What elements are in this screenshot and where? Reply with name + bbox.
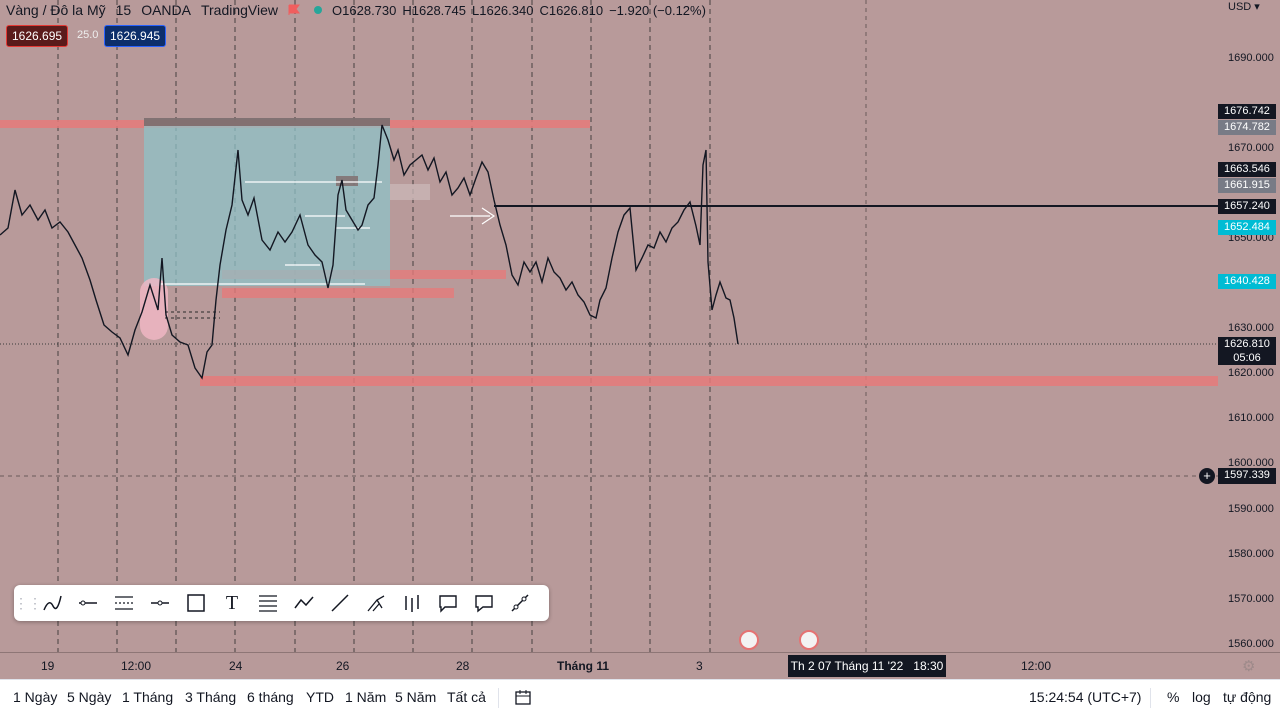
current-price-value: 1626.810 <box>1224 338 1270 350</box>
divider <box>498 688 499 708</box>
crosshair-price-tag: 1597.339 <box>1218 468 1276 484</box>
interval-label[interactable]: 15 <box>115 2 132 18</box>
crosshair-time-tag: Th 2 07 Tháng 11 '22 18:30 <box>788 655 946 677</box>
rectangle-icon[interactable] <box>178 587 214 619</box>
price-tag: 1663.546 <box>1218 162 1276 177</box>
price-axis[interactable]: USD ▾ 1690.000 1670.000 1650.000 1630.00… <box>1218 0 1280 652</box>
range-1m[interactable]: 1 Tháng <box>122 689 174 705</box>
time-label: 26 <box>336 659 350 673</box>
flag-icon[interactable] <box>288 4 301 16</box>
time-label: 12:00 <box>121 659 152 673</box>
bottom-bar: 1 Ngày 5 Ngày 1 Tháng 3 Tháng 6 tháng YT… <box>0 679 1280 716</box>
range-box[interactable] <box>144 118 390 286</box>
vertical-gridlines <box>57 0 711 652</box>
open-value: O1628.730 <box>332 2 397 18</box>
time-axis[interactable]: 19 12:00 24 26 28 Tháng 11 3 12:00 Th 2 … <box>0 652 1280 680</box>
fib-retracement-icon[interactable] <box>250 587 286 619</box>
price-label: 1670.000 <box>1228 142 1274 154</box>
time-label: 19 <box>41 659 55 673</box>
price-label: 1690.000 <box>1228 52 1274 64</box>
horizontal-ray-icon[interactable] <box>70 587 106 619</box>
close-value: C1626.810 <box>539 2 604 18</box>
time-label: 24 <box>229 659 243 673</box>
white-lines <box>160 181 496 285</box>
go-to-date-calendar-icon[interactable] <box>515 689 531 710</box>
support-zone[interactable] <box>200 376 1218 386</box>
us-event-flag-icon-2[interactable] <box>799 630 819 650</box>
price-tag: 1640.428 <box>1218 274 1276 289</box>
dashed-levels <box>165 311 220 319</box>
demand-zone-2[interactable] <box>222 288 454 298</box>
chart-canvas[interactable] <box>0 0 1218 652</box>
price-series <box>0 124 739 380</box>
brush-icon[interactable] <box>34 587 70 619</box>
buy-price-button[interactable]: 1626.945 <box>104 25 167 47</box>
range-5d[interactable]: 5 Ngày <box>67 689 112 705</box>
bar-countdown: 05:06 <box>1233 352 1261 364</box>
source-label: TradingView <box>200 2 279 18</box>
long-short-icon[interactable] <box>394 587 430 619</box>
extended-line-icon[interactable] <box>502 587 538 619</box>
time-label: 3 <box>696 659 703 673</box>
spread-label: 25.0 <box>77 29 99 41</box>
clock-timezone[interactable]: 15:24:54 (UTC+7) <box>1029 689 1142 705</box>
chart-area[interactable]: Vàng / Đô la Mỹ 15 OANDA TradingView O16… <box>0 0 1218 652</box>
pitchfork-icon[interactable] <box>358 587 394 619</box>
range-box-top <box>144 118 390 126</box>
price-label: 1650.000 <box>1228 232 1274 244</box>
path-icon[interactable] <box>286 587 322 619</box>
percent-toggle[interactable]: % <box>1167 689 1180 705</box>
range-ytd[interactable]: YTD <box>306 689 334 705</box>
faded-zone <box>390 184 430 200</box>
callout-icon[interactable] <box>430 587 466 619</box>
range-1d[interactable]: 1 Ngày <box>13 689 58 705</box>
trend-line-icon[interactable] <box>322 587 358 619</box>
time-label: 12:00 <box>1021 659 1052 673</box>
drawing-toolbar: ⋮⋮ T <box>14 585 549 621</box>
time-label: Tháng 11 <box>557 659 610 673</box>
price-label: 1610.000 <box>1228 412 1274 424</box>
sell-price-button[interactable]: 1626.695 <box>6 25 69 47</box>
parallel-channel-icon[interactable] <box>106 587 142 619</box>
price-label: 1560.000 <box>1228 638 1274 650</box>
price-label: 1570.000 <box>1228 593 1274 605</box>
price-tag: 1676.742 <box>1218 104 1276 119</box>
horizontal-line-icon[interactable] <box>142 587 178 619</box>
range-all[interactable]: Tất cả <box>447 689 486 705</box>
symbol-name[interactable]: Vàng / Đô la Mỹ <box>6 2 106 18</box>
text-icon[interactable]: T <box>225 591 239 614</box>
current-price-tag: 1626.810 05:06 <box>1218 337 1276 365</box>
comment-icon[interactable] <box>466 587 502 619</box>
range-1y[interactable]: 1 Năm <box>345 689 387 705</box>
price-label: 1590.000 <box>1228 503 1274 515</box>
low-value: L1626.340 <box>472 2 534 18</box>
time-label: 28 <box>456 659 470 673</box>
log-toggle[interactable]: log <box>1192 689 1211 705</box>
price-tag: 1657.240 <box>1218 199 1276 214</box>
settings-gear-icon[interactable]: ⚙ <box>1242 658 1256 675</box>
range-3m[interactable]: 3 Tháng <box>185 689 237 705</box>
price-label: 1630.000 <box>1228 322 1274 334</box>
market-status-dot-icon[interactable] <box>314 6 323 14</box>
currency-selector[interactable]: USD ▾ <box>1228 1 1260 13</box>
change-value: −1.920 (−0.12%) <box>609 2 706 18</box>
drag-handle-icon[interactable]: ⋮⋮ <box>14 594 42 611</box>
auto-scale-toggle[interactable]: tự động <box>1223 689 1272 705</box>
small-block <box>336 176 358 186</box>
divider <box>1150 688 1151 708</box>
high-value: H1628.745 <box>402 2 466 18</box>
range-6m[interactable]: 6 tháng <box>247 689 294 705</box>
price-tag: 1652.484 <box>1218 220 1276 235</box>
price-tag: 1661.915 <box>1218 178 1276 193</box>
add-alert-plus-icon[interactable]: + <box>1199 468 1215 484</box>
price-label: 1620.000 <box>1228 367 1274 379</box>
us-event-flag-icon[interactable] <box>739 630 759 650</box>
broker-label: OANDA <box>141 2 191 18</box>
price-tag: 1674.782 <box>1218 120 1276 135</box>
price-label: 1580.000 <box>1228 548 1274 560</box>
range-5y[interactable]: 5 Năm <box>395 689 437 705</box>
price-label: 1600.000 <box>1228 457 1274 469</box>
symbol-legend: Vàng / Đô la Mỹ 15 OANDA TradingView O16… <box>6 2 712 18</box>
